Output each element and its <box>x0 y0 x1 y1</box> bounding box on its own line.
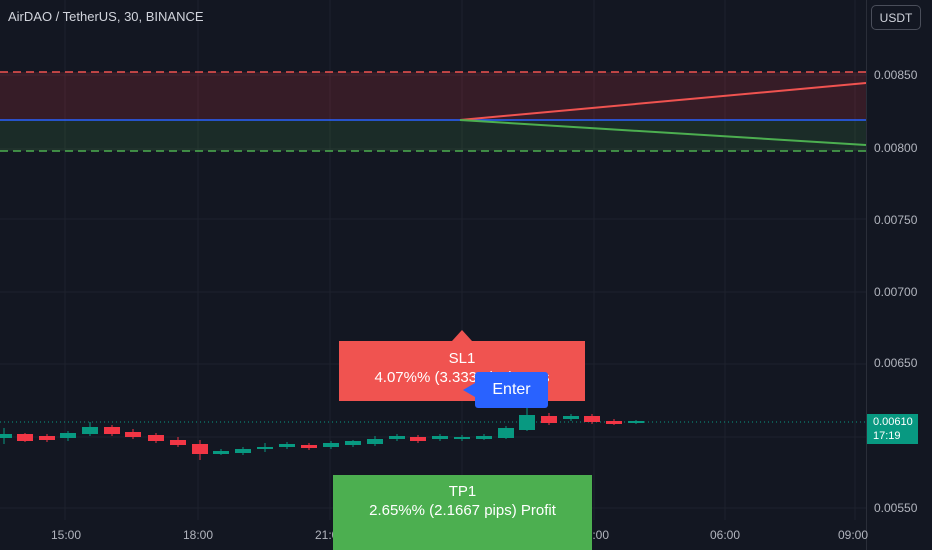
sl-detail: 4.07%% (3.333 pips) Loss <box>374 369 550 386</box>
candle-body <box>39 436 55 440</box>
last-price: 0.00610 <box>873 416 913 428</box>
y-axis-label: 0.00850 <box>874 68 918 82</box>
candle-body <box>323 443 339 447</box>
candle-body <box>606 421 622 424</box>
candle-body <box>541 416 557 423</box>
candle-body <box>389 436 405 439</box>
candle-body <box>213 451 229 454</box>
candle-body <box>192 444 208 454</box>
stop-loss-zone <box>0 72 866 120</box>
enter-label-arrow <box>463 383 475 397</box>
candle-body <box>454 437 470 439</box>
candle-body <box>476 436 492 439</box>
candle-body <box>148 435 164 441</box>
candle-body <box>410 437 426 441</box>
candle-body <box>279 444 295 447</box>
candle-body <box>584 416 600 422</box>
candle-body <box>235 449 251 453</box>
x-axis-label: 09:00 <box>837 528 869 542</box>
y-axis-label: 0.00650 <box>874 356 918 370</box>
candle-body <box>519 415 535 430</box>
candle-body <box>82 427 98 434</box>
candle-body <box>498 428 514 438</box>
candle-body <box>125 432 141 437</box>
price-axis-separator <box>866 0 867 550</box>
y-axis-label: 0.00550 <box>874 501 918 515</box>
sl-label-arrow <box>452 330 472 341</box>
candle-body <box>17 434 33 441</box>
candle-body <box>257 447 273 449</box>
tp-title: TP1 <box>448 483 477 500</box>
take-profit-label: TP1 2.65%% (2.1667 pips) Profit <box>333 475 592 550</box>
candle-body <box>628 421 644 423</box>
candle-body <box>170 440 186 445</box>
x-axis-label: 06:00 <box>709 528 741 542</box>
symbol-title: AirDAO / TetherUS, 30, BINANCE <box>8 9 204 24</box>
currency-button[interactable]: USDT <box>871 5 921 30</box>
tp-projection-line <box>459 119 867 146</box>
x-axis-label: 18:00 <box>182 528 214 542</box>
bar-countdown: 17:19 <box>873 430 901 442</box>
y-axis-label: 0.00700 <box>874 285 918 299</box>
candle-body <box>563 416 579 419</box>
last-price-tag: 0.00610 17:19 <box>867 414 918 444</box>
enter-button[interactable]: Enter <box>475 372 548 408</box>
stop-loss-label: SL1 4.07%% (3.333 pips) Loss <box>339 341 585 401</box>
sl-projection-line <box>459 82 867 121</box>
candle-body <box>345 441 361 445</box>
x-axis-label: 15:00 <box>50 528 82 542</box>
candle-body <box>0 434 12 438</box>
candle-body <box>301 445 317 448</box>
candle-body <box>60 433 76 438</box>
sl-title: SL1 <box>448 350 476 367</box>
y-axis-label: 0.00800 <box>874 141 918 155</box>
y-axis-label: 0.00750 <box>874 213 918 227</box>
candlesticks <box>0 405 644 460</box>
tp-detail: 2.65%% (2.1667 pips) Profit <box>369 502 556 519</box>
take-profit-zone <box>0 120 866 151</box>
candle-body <box>104 427 120 434</box>
candle-body <box>432 436 448 439</box>
candle-body <box>367 439 383 444</box>
